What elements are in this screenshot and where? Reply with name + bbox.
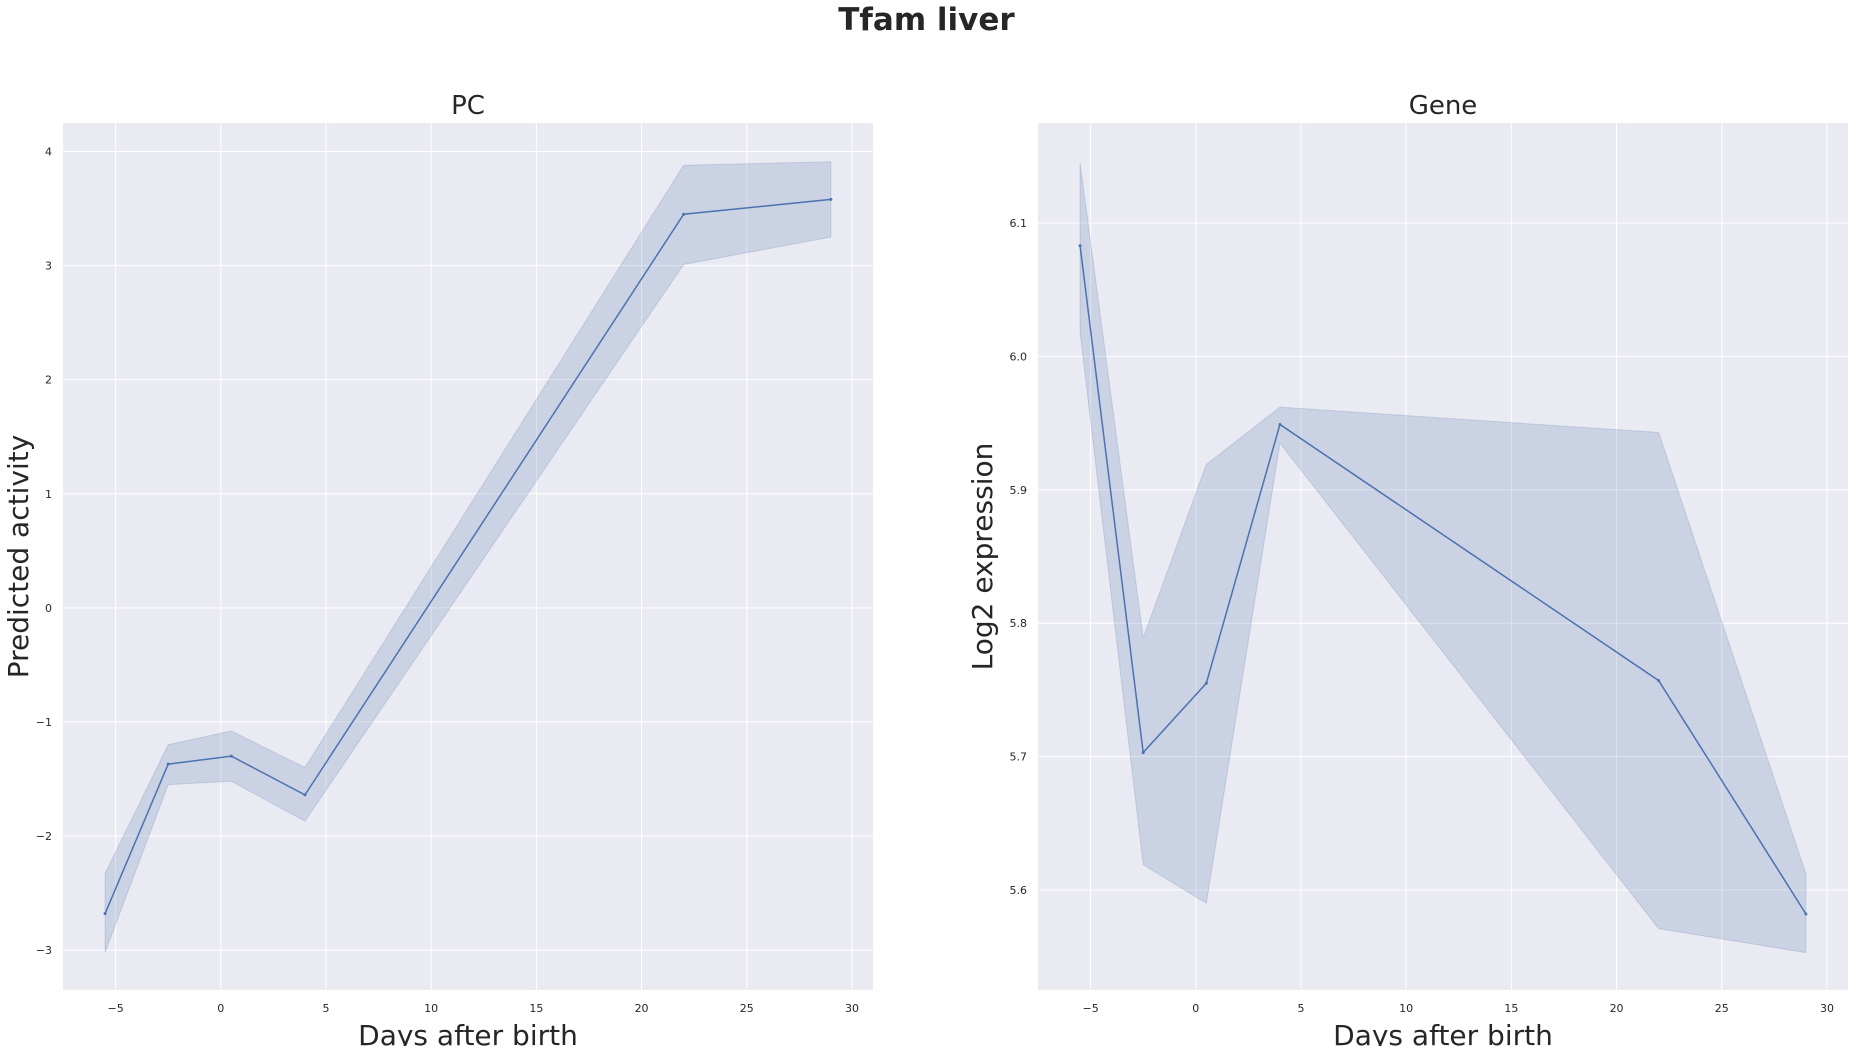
chart-panel-gene: −5 0 5 10 15 20 25 30 5.6 5.7 5.8 5.9 6.0 6.1 Gene Days… [966,91,1848,1046]
y-tick-label: 4 [45,146,52,159]
y-tick-label: 5.7 [1010,751,1028,764]
plot-area [1038,123,1848,990]
data-point [682,212,686,216]
chart-panel-pc: −5 0 5 10 15 20 25 30 −3 −2 −1 0 1 2 3 4 PC Days after bi… [2,91,873,1046]
x-tick-label: 15 [529,1002,543,1015]
y-tick-label: 5.9 [1010,484,1028,497]
series-line [1079,245,1807,915]
data-point [1078,244,1082,248]
y-tick-label: 1 [45,488,52,501]
x-tick-label: 10 [424,1002,438,1015]
y-tick-label: 6.0 [1010,350,1028,363]
y-tick-label: −3 [36,944,52,957]
x-tick-label: 20 [1610,1002,1624,1015]
data-point [1804,912,1808,916]
x-axis-label: Days after birth [1333,1019,1553,1046]
y-tick-label: 6.1 [1010,217,1028,230]
confidence-band [1079,162,1807,954]
x-tick-label: −5 [107,1002,123,1015]
y-tick-label: 5.8 [1010,617,1028,630]
data-point [1657,679,1661,683]
data-point [229,754,233,758]
y-tick-label: −2 [36,830,52,843]
y-tick-label: 2 [45,374,52,387]
data-point [166,762,170,766]
panel-title: Gene [1409,91,1478,121]
x-tick-label: 15 [1504,1002,1518,1015]
x-tick-label: 5 [1297,1002,1304,1015]
y-tick-label: −1 [36,716,52,729]
x-tick-label: −5 [1082,1002,1098,1015]
data-point [103,912,107,916]
y-tick-label: 5.6 [1010,884,1028,897]
x-tick-label: 30 [1820,1002,1834,1015]
data-point [1278,422,1282,426]
x-tick-label: 25 [740,1002,754,1015]
x-tick-label: 0 [1192,1002,1199,1015]
data-point [829,197,833,201]
x-tick-label: 0 [217,1002,224,1015]
panel-title: PC [451,91,485,121]
x-tick-label: 5 [322,1002,329,1015]
data-point [1204,681,1208,685]
figure-title: Tfam liver [838,2,1015,38]
confidence-band [104,161,832,953]
y-tick-label: 0 [45,602,52,615]
data-point [1141,751,1145,755]
plot-area [63,123,873,990]
series-line [104,198,831,914]
y-axis-label: Log2 expression [966,443,999,671]
data-point [303,793,307,797]
y-axis-label: Predicted activity [2,435,35,679]
y-tick-label: 3 [45,260,52,273]
x-tick-label: 10 [1399,1002,1413,1015]
x-tick-label: 20 [635,1002,649,1015]
x-tick-label: 30 [845,1002,859,1015]
x-axis-label: Days after birth [358,1019,578,1046]
x-tick-label: 25 [1715,1002,1729,1015]
